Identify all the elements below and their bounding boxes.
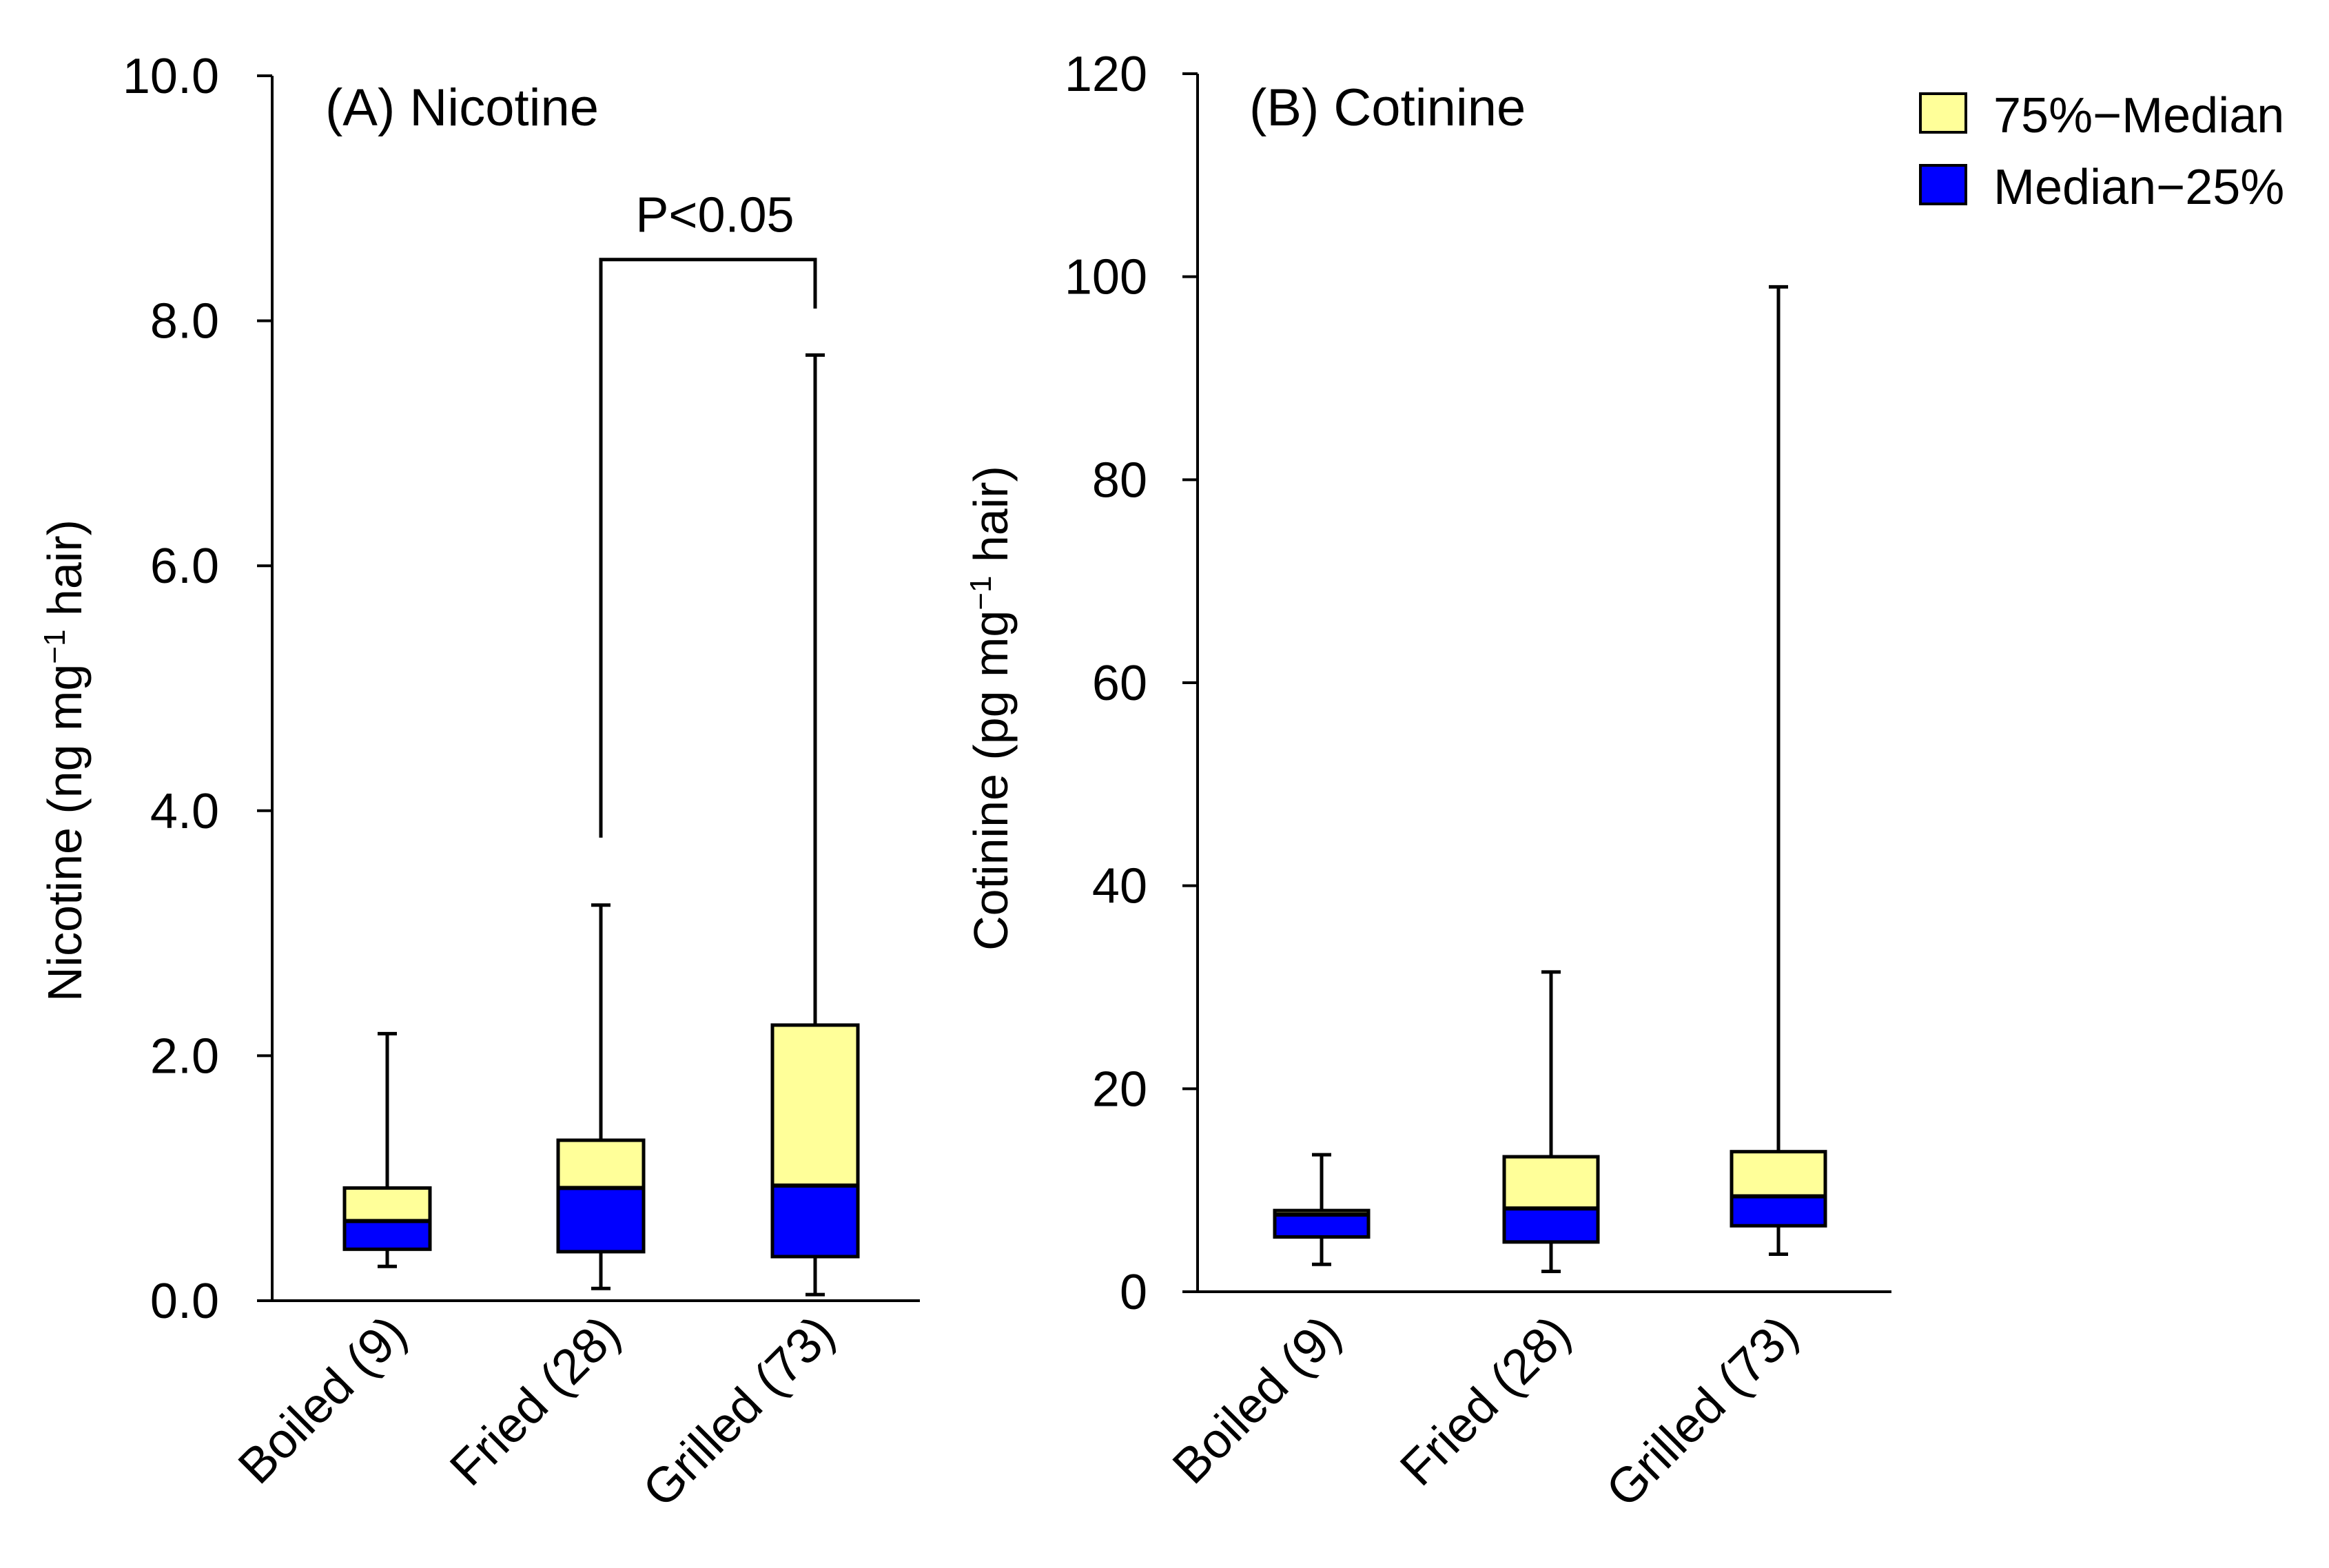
panel-a-box-upper <box>770 1023 860 1188</box>
panel-b-ylabel: Cotinine (pg mg−1 hair) <box>964 466 1018 951</box>
legend-label-lower: Median−25% <box>1993 160 2284 215</box>
panel-a-ytick-label: 8.0 <box>150 294 219 349</box>
panel-b-ytick-label: 60 <box>1092 656 1147 711</box>
panel-b-box-upper <box>1730 1150 1827 1199</box>
panel-b-ytick-label: 0 <box>1120 1265 1147 1320</box>
panel-b-box-upper <box>1502 1155 1600 1210</box>
panel-b-ytick-label: 20 <box>1092 1062 1147 1117</box>
panel-a-significance-label: P<0.05 <box>635 188 794 243</box>
panel-b-box-lower <box>1730 1195 1827 1228</box>
panel-b-ytick-label: 80 <box>1092 453 1147 508</box>
panel-b-title: (B) Cotinine <box>1249 79 1526 137</box>
panel-a-ytick-label: 0.0 <box>150 1274 219 1329</box>
panel-a-box-upper <box>342 1186 432 1223</box>
panel-b-ytick-label: 100 <box>1065 250 1147 305</box>
panel-b-ytick-label: 120 <box>1065 47 1147 102</box>
panel-a-significance-bracket <box>599 258 817 838</box>
panel-a-ytick-label: 10.0 <box>123 49 219 104</box>
panel-a-ytick-label: 6.0 <box>150 539 219 594</box>
panel-b-box-lower <box>1502 1206 1600 1244</box>
panel-a-title: (A) Nicotine <box>325 79 599 137</box>
legend: 75%−Median Median−25% <box>1919 88 2284 215</box>
panel-b-box-lower <box>1273 1213 1371 1239</box>
panel-a-ytick-label: 2.0 <box>150 1029 219 1084</box>
panel-b-ytick-label: 40 <box>1092 859 1147 914</box>
panel-a-ytick-label: 4.0 <box>150 784 219 839</box>
legend-swatch-lower <box>1919 164 1967 205</box>
panel-a-box-lower <box>770 1184 860 1259</box>
panel-a-ylabel: Nicotine (ng mg−1 hair) <box>38 519 92 1002</box>
legend-label-upper: 75%−Median <box>1993 88 2284 143</box>
legend-swatch-upper <box>1919 92 1967 134</box>
panel-a-box-lower <box>556 1186 646 1254</box>
panel-a-box-lower <box>342 1219 432 1251</box>
panel-a-box-upper <box>556 1138 646 1190</box>
